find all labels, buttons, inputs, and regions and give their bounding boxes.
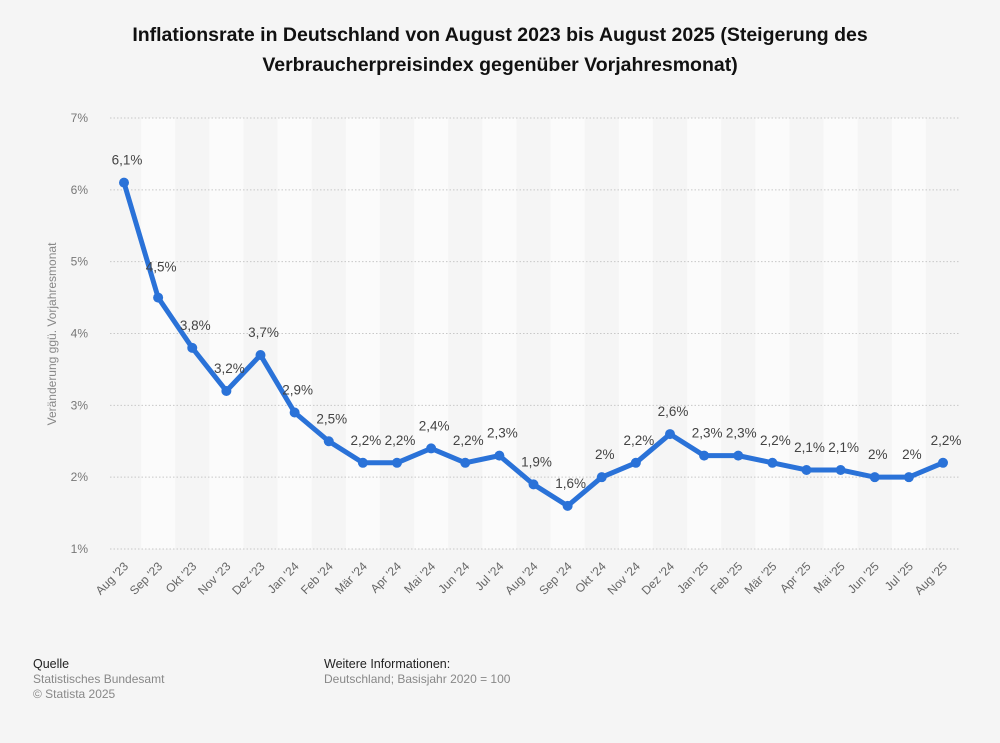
x-tick-label: Mär '24 <box>332 559 370 597</box>
x-tick-label: Dez '23 <box>229 559 268 598</box>
data-point <box>767 457 778 468</box>
data-point <box>289 407 300 418</box>
x-tick-label: Sep '23 <box>127 559 166 598</box>
x-tick-label: Apr '25 <box>777 559 814 596</box>
x-tick-label: Mai '24 <box>401 559 438 596</box>
x-tick-label: Jan '24 <box>265 559 302 596</box>
data-point <box>153 292 164 303</box>
data-point <box>938 457 948 468</box>
data-point <box>255 350 266 361</box>
data-point <box>801 464 812 475</box>
data-label: 2,1% <box>794 440 825 455</box>
data-label: 2,3% <box>487 426 518 441</box>
data-label: 2,2% <box>453 433 484 448</box>
data-points <box>119 177 948 511</box>
data-label: 3,2% <box>214 361 245 376</box>
data-label: 3,7% <box>248 325 279 340</box>
data-label: 2,2% <box>350 433 381 448</box>
data-label: 4,5% <box>146 260 177 275</box>
source-text: Statistisches Bundesamt <box>33 672 165 686</box>
x-tick-label: Aug '24 <box>502 559 541 598</box>
data-point <box>460 457 471 468</box>
data-point <box>596 472 607 483</box>
data-point <box>187 342 198 353</box>
x-tick-label: Okt '24 <box>572 559 609 596</box>
data-label: 3,8% <box>180 318 211 333</box>
data-point <box>494 450 505 461</box>
source-heading: Quelle <box>33 657 70 671</box>
data-label: 2% <box>595 447 615 462</box>
y-tick-label: 7% <box>71 111 89 125</box>
data-label: 2,2% <box>623 433 654 448</box>
data-point <box>221 385 232 396</box>
data-label: 2,9% <box>282 383 313 398</box>
x-tick-label: Aug '23 <box>93 559 132 598</box>
chart-title-line-2: Verbraucherpreisindex gegenüber Vorjahre… <box>262 54 738 76</box>
y-tick-label: 5% <box>71 255 89 269</box>
x-tick-label: Mai '25 <box>811 559 848 596</box>
data-label: 2% <box>902 447 922 462</box>
info-heading: Weitere Informationen: <box>324 657 451 671</box>
line-chart: 1% 2% 3% 4% 5% 6% 7% Veränderung ggü. Vorjahre… <box>45 111 962 598</box>
data-label: 6,1% <box>112 153 143 168</box>
x-tick-label: Feb '25 <box>707 559 745 597</box>
source-block: Quelle Statistisches Bundesamt © Statist… <box>33 657 164 702</box>
x-tick-label: Aug '25 <box>912 559 951 598</box>
data-point <box>392 457 402 468</box>
data-label: 2,3% <box>726 426 757 441</box>
data-point <box>630 457 641 468</box>
data-label: 2,2% <box>931 433 962 448</box>
data-point <box>426 443 437 454</box>
data-point <box>323 436 334 447</box>
x-tick-label: Apr '24 <box>368 559 405 596</box>
data-label: 1,9% <box>521 454 552 469</box>
data-label: 1,6% <box>555 476 586 491</box>
data-point <box>562 500 573 511</box>
data-point <box>665 429 675 440</box>
y-tick-label: 1% <box>71 542 89 556</box>
data-labels: 6,1%4,5%3,8%3,2%3,7%2,9%2,5%2,2% 2,2%2,4%… <box>112 153 962 491</box>
x-tick-label: Jan '25 <box>674 559 711 596</box>
data-label: 2,4% <box>419 418 450 433</box>
data-label: 2% <box>868 447 888 462</box>
x-tick-label: Jun '24 <box>435 559 472 596</box>
y-tick-label: 6% <box>71 183 89 197</box>
x-tick-label: Dez '24 <box>639 559 678 598</box>
data-point <box>119 177 129 188</box>
data-point <box>733 450 744 461</box>
data-label: 2,2% <box>385 433 416 448</box>
y-tick-label: 3% <box>71 398 89 412</box>
x-tick-label: Jun '25 <box>845 559 882 596</box>
x-tick-label: Nov '24 <box>605 559 644 598</box>
data-label: 2,5% <box>316 411 347 426</box>
data-point <box>869 472 880 483</box>
info-text: Deutschland; Basisjahr 2020 = 100 <box>324 672 511 686</box>
x-tick-label: Mär '25 <box>742 559 780 597</box>
data-point <box>699 450 710 461</box>
data-point <box>528 479 539 490</box>
y-tick-label: 2% <box>71 470 89 484</box>
data-point <box>835 464 846 475</box>
x-tick-label: Feb '24 <box>298 559 336 597</box>
copyright-text: © Statista 2025 <box>33 687 116 701</box>
gridlines <box>110 117 960 550</box>
data-label: 2,6% <box>658 404 689 419</box>
x-tick-label: Nov '23 <box>195 559 234 598</box>
data-label: 2,2% <box>760 433 791 448</box>
data-label: 2,1% <box>828 440 859 455</box>
x-tick-label: Sep '24 <box>536 559 575 598</box>
data-point <box>357 457 368 468</box>
y-axis-label: Veränderung ggü. Vorjahresmonat <box>45 242 59 425</box>
x-tick-label: Okt '23 <box>163 559 200 596</box>
y-axis-ticks: 1% 2% 3% 4% 5% 6% 7% <box>71 111 89 556</box>
chart-title: Inflationsrate in Deutschland von August… <box>0 20 1000 80</box>
chart-title-line-1: Inflationsrate in Deutschland von August… <box>132 24 868 46</box>
y-tick-label: 4% <box>71 327 89 341</box>
data-point <box>903 472 914 483</box>
data-label: 2,3% <box>692 426 723 441</box>
info-block: Weitere Informationen: Deutschland; Basi… <box>324 657 510 687</box>
